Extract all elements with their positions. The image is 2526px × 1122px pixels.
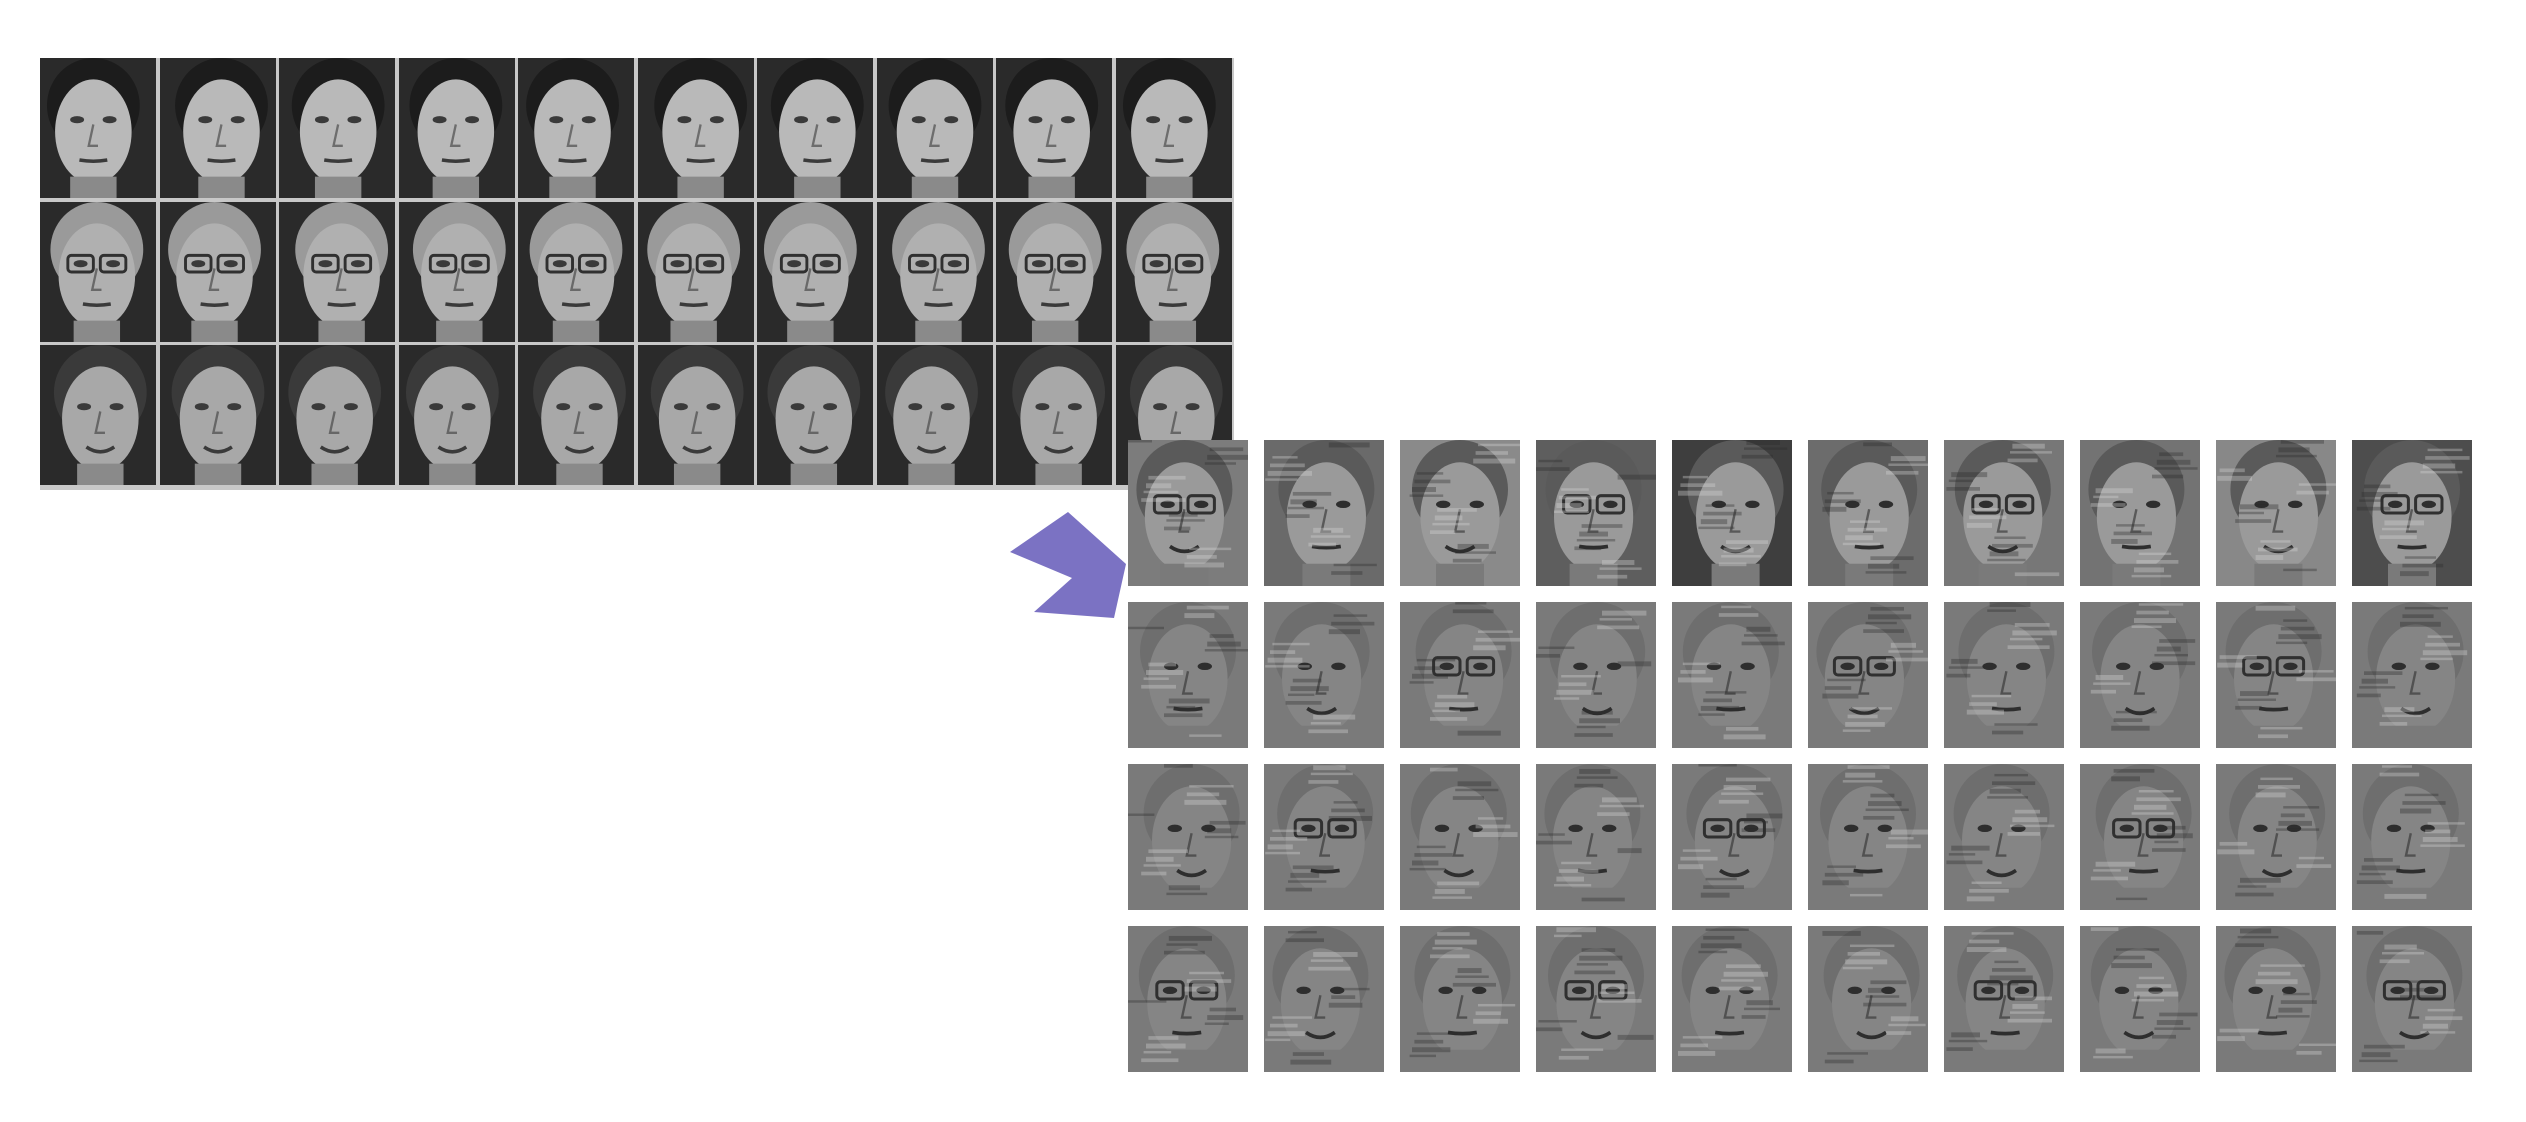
source-face-photo [398, 201, 515, 342]
source-face-photo [996, 345, 1112, 485]
eigenface-image [1264, 440, 1384, 586]
arrow-shape [1010, 512, 1126, 618]
eigenface-image [1808, 440, 1928, 586]
eigenface-image [2216, 440, 2336, 586]
source-face-photo [159, 201, 276, 342]
source-face-photo [40, 58, 156, 198]
source-face-photo [1115, 58, 1232, 198]
eigenface-image [2352, 926, 2472, 1072]
eigenface-image [1672, 440, 1792, 586]
eigenface-image [1400, 926, 1520, 1072]
eigenface-image [1536, 440, 1656, 586]
eigenface-image [2080, 440, 2200, 586]
source-face-photo [637, 58, 754, 198]
source-face-photo [757, 58, 873, 198]
eigenface-image [1264, 926, 1384, 1072]
eigenface-image [1128, 764, 1248, 910]
eigenface-image [2216, 602, 2336, 748]
source-face-photo [1115, 201, 1232, 342]
eigenface-image [1672, 764, 1792, 910]
eigenface-image [1808, 764, 1928, 910]
eigenface-image [1128, 440, 1248, 586]
arrow-icon [1010, 512, 1126, 618]
eigenface-image [1128, 926, 1248, 1072]
source-face-photo [876, 201, 993, 342]
source-face-photo [996, 201, 1112, 342]
source-face-photo [996, 58, 1112, 198]
eigenface-image [1944, 764, 2064, 910]
source-face-photo [757, 201, 873, 342]
source-face-photo [159, 345, 276, 485]
eigenface-grid [1128, 440, 2486, 1086]
eigenface-image [1400, 440, 1520, 586]
eigenface-image [2080, 926, 2200, 1072]
eigenface-image [1672, 602, 1792, 748]
source-face-photo [518, 345, 634, 485]
eigenface-image [2216, 926, 2336, 1072]
eigenface-image [1808, 602, 1928, 748]
source-face-photo [876, 58, 993, 198]
source-face-photo [159, 58, 276, 198]
eigenface-image [1672, 926, 1792, 1072]
source-face-photo [637, 345, 754, 485]
source-face-photo [279, 345, 395, 485]
eigenface-image [2080, 602, 2200, 748]
source-face-photo [40, 201, 156, 342]
eigenface-image [2352, 440, 2472, 586]
eigenface-image [1944, 440, 2064, 586]
source-face-photo [398, 345, 515, 485]
eigenface-image [1128, 602, 1248, 748]
eigenface-image [1808, 926, 1928, 1072]
eigenface-image [2352, 764, 2472, 910]
source-face-grid [40, 58, 1234, 490]
eigenface-image [1536, 926, 1656, 1072]
source-face-photo [757, 345, 873, 485]
eigenface-image [1944, 926, 2064, 1072]
eigenface-image [1536, 764, 1656, 910]
source-face-photo [518, 201, 634, 342]
eigenface-image [1264, 764, 1384, 910]
eigenface-image [1264, 602, 1384, 748]
source-face-photo [518, 58, 634, 198]
source-face-photo [876, 345, 993, 485]
source-face-photo [279, 58, 395, 198]
source-face-photo [279, 201, 395, 342]
source-face-photo [40, 345, 156, 485]
eigenface-image [1944, 602, 2064, 748]
source-face-photo [637, 201, 754, 342]
eigenface-image [1536, 602, 1656, 748]
eigenface-image [2216, 764, 2336, 910]
eigenface-image [2080, 764, 2200, 910]
eigenface-image [1400, 764, 1520, 910]
source-face-photo [398, 58, 515, 198]
eigenface-image [1400, 602, 1520, 748]
eigenface-image [2352, 602, 2472, 748]
